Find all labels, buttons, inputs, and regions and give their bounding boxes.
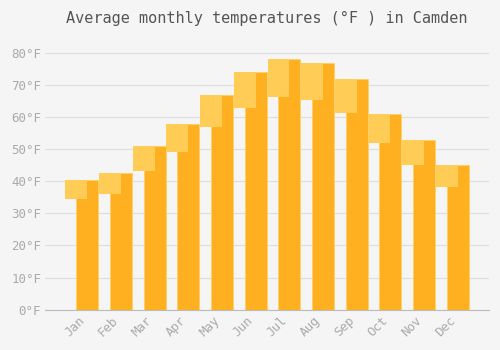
Bar xyxy=(301,63,323,100)
Bar xyxy=(234,72,256,108)
Bar xyxy=(200,95,222,127)
Bar xyxy=(178,124,200,310)
Bar xyxy=(346,79,368,310)
Bar xyxy=(133,146,154,170)
Bar xyxy=(413,140,435,310)
Bar xyxy=(436,165,458,187)
Bar xyxy=(166,124,188,152)
Bar xyxy=(368,114,390,144)
Bar xyxy=(76,180,98,310)
Bar xyxy=(335,79,356,113)
Bar xyxy=(245,72,266,310)
Bar xyxy=(110,173,132,310)
Bar xyxy=(99,173,121,194)
Bar xyxy=(144,146,166,310)
Bar xyxy=(278,60,300,310)
Bar xyxy=(402,140,424,165)
Bar xyxy=(312,63,334,310)
Bar xyxy=(66,180,88,199)
Bar xyxy=(447,165,468,310)
Bar xyxy=(268,60,289,97)
Title: Average monthly temperatures (°F ) in Camden: Average monthly temperatures (°F ) in Ca… xyxy=(66,11,468,26)
Bar xyxy=(211,95,233,310)
Bar xyxy=(380,114,402,310)
